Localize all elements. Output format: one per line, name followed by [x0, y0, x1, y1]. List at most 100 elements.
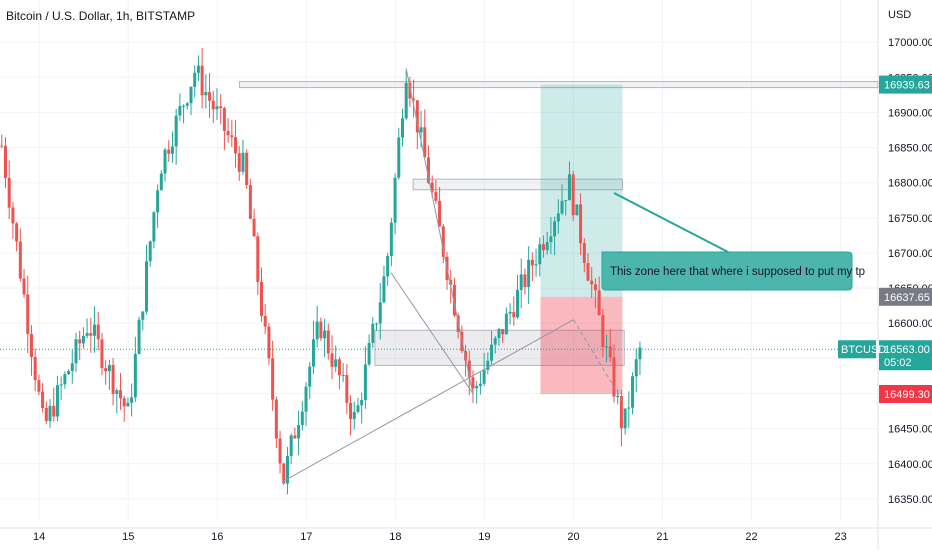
candle-body — [478, 383, 482, 387]
candle-body — [67, 371, 71, 375]
candle-body — [215, 106, 219, 110]
candle-body — [415, 100, 419, 133]
candle-body — [152, 212, 156, 242]
candle-body — [122, 398, 126, 407]
candle-body — [274, 399, 278, 439]
candle-body — [222, 108, 226, 131]
candle-body — [300, 411, 304, 425]
candle-body — [423, 127, 427, 158]
candle-body — [234, 137, 238, 154]
candle-body — [486, 360, 490, 370]
candle-body — [226, 130, 230, 136]
text-callout[interactable]: This zone here that where i supposed to … — [601, 192, 865, 291]
candle-body — [389, 222, 393, 257]
candle-body — [412, 98, 416, 101]
candle-body — [501, 329, 505, 335]
candle-body — [330, 353, 334, 367]
candle-body — [482, 369, 486, 384]
candle-body — [137, 319, 141, 354]
candle-body — [605, 346, 609, 348]
candle-body — [538, 244, 542, 265]
time-tick-label: 22 — [745, 531, 757, 543]
candle-body — [141, 311, 145, 320]
candle-body — [612, 357, 616, 397]
entry-price-tag: 16637.65 — [884, 292, 930, 304]
candle-body — [55, 385, 59, 417]
candle-body — [323, 330, 327, 339]
candle-body — [170, 146, 174, 154]
candle-body — [111, 364, 115, 394]
tp-zone[interactable] — [412, 178, 623, 191]
time-tick-label: 17 — [300, 531, 312, 543]
projection-dashed-line[interactable] — [573, 319, 623, 401]
candle-body — [297, 424, 301, 439]
candle-body — [204, 92, 208, 96]
descending-trendline[interactable] — [405, 68, 474, 394]
position-loss-zone[interactable] — [540, 296, 623, 395]
candle-body — [311, 339, 315, 367]
callout-text: This zone here that where i supposed to … — [610, 266, 865, 278]
candle-body — [519, 274, 523, 290]
time-tick-label: 23 — [834, 531, 846, 543]
candle-body — [408, 82, 412, 99]
candle-body — [3, 145, 7, 178]
candle-body — [375, 323, 379, 325]
candle-body — [516, 289, 520, 318]
candle-body — [449, 280, 453, 285]
candle-body — [248, 184, 252, 219]
candle-body — [553, 221, 557, 237]
candle-body — [345, 375, 349, 403]
pattern-line[interactable] — [390, 272, 474, 394]
ticker-label: BTCUSD — [841, 344, 886, 356]
candle-body — [371, 323, 375, 343]
candle-body — [308, 366, 312, 387]
candle-body — [245, 152, 249, 185]
candle-body — [304, 386, 308, 412]
stop-price-tag: 16499.30 — [884, 389, 930, 401]
candle-body — [590, 280, 594, 285]
candle-body — [508, 311, 512, 314]
candle-body — [278, 438, 282, 464]
candle-body — [293, 435, 297, 439]
ascending-trendline[interactable] — [282, 319, 574, 482]
candle-body — [556, 213, 560, 222]
candle-body — [349, 402, 353, 420]
time-axis[interactable]: 14 15 16 17 18 19 20 21 22 23 — [33, 531, 847, 543]
candle-body — [7, 177, 11, 208]
candle-body — [545, 242, 549, 251]
candle-body — [400, 118, 404, 138]
candle-body — [334, 359, 338, 367]
resistance-price-tag-bg — [879, 75, 932, 94]
resistance-zone[interactable] — [239, 81, 879, 89]
candle-body — [200, 65, 204, 96]
candle-body — [582, 243, 586, 264]
candle-body — [29, 333, 33, 357]
candle-body — [471, 377, 475, 389]
candle-body — [107, 364, 111, 372]
candle-body — [386, 256, 390, 277]
candle-body — [196, 65, 200, 73]
candle-body — [237, 153, 241, 172]
time-tick-label: 14 — [33, 531, 45, 543]
candle-body — [564, 200, 568, 202]
candle-body — [133, 353, 137, 398]
candle-body — [115, 390, 119, 394]
price-tick-label: 16900.00 — [888, 107, 932, 119]
candle-body — [597, 290, 601, 316]
candle-body — [378, 302, 382, 324]
candle-body — [438, 200, 442, 227]
candle-body — [397, 137, 401, 178]
candle-body — [523, 274, 527, 287]
candle-body — [85, 333, 89, 336]
candle-body — [100, 339, 104, 369]
candle-body — [430, 182, 434, 192]
candle-body — [601, 315, 605, 348]
candle-body — [627, 407, 631, 409]
resistance-price-tag: 16939.63 — [884, 80, 930, 92]
candle-body — [315, 321, 319, 340]
candle-body — [22, 278, 26, 295]
time-tick-label: 16 — [211, 531, 223, 543]
candle-body — [41, 391, 45, 408]
